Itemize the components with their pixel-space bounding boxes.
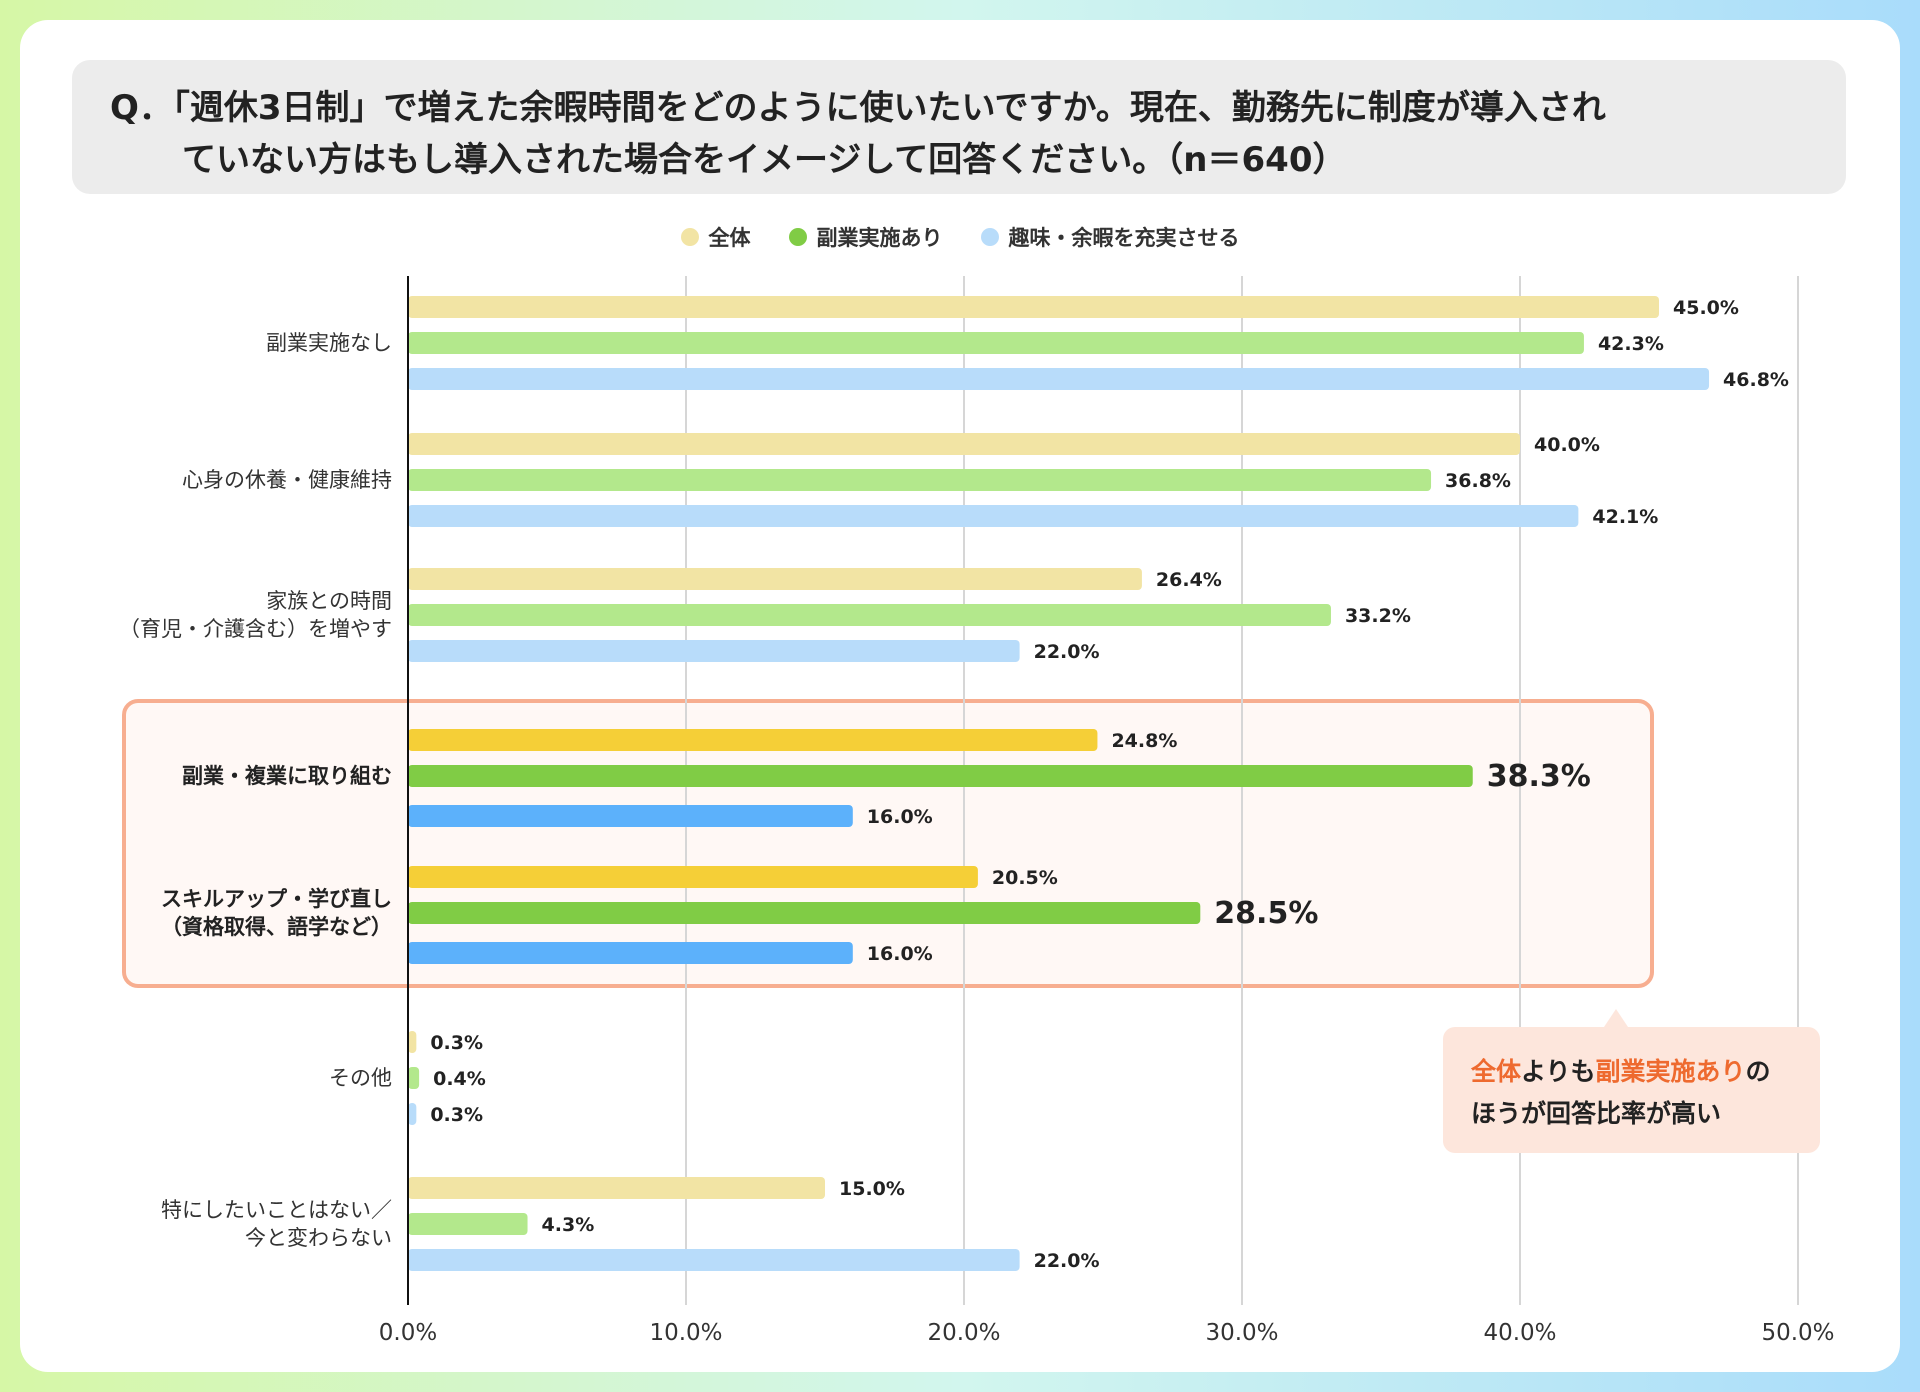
value-label: 4.3%	[542, 1214, 595, 1236]
question-line-1: Q．「週休3日制」で増えた余暇時間をどのように使いたいですか。現在、勤務先に制度…	[110, 88, 1606, 128]
bar	[408, 368, 1710, 390]
value-label: 40.0%	[1534, 434, 1600, 456]
bar	[408, 1249, 1020, 1271]
value-label: 16.0%	[867, 943, 933, 965]
bar	[408, 640, 1020, 662]
x-tick-label: 40.0%	[1483, 1320, 1556, 1346]
value-label: 22.0%	[1034, 641, 1100, 663]
question-line-2: ていない方はもし導入された場合をイメージして回答ください。（n＝640）	[182, 140, 1347, 180]
bar	[408, 505, 1579, 527]
category-label: （育児・介護含む）を増やす	[119, 617, 392, 641]
bar	[408, 296, 1659, 318]
callout-arrow	[1604, 1009, 1628, 1027]
category-label: 副業実施なし	[266, 331, 392, 355]
category-label: 今と変わらない	[245, 1226, 392, 1250]
bar	[408, 1213, 528, 1235]
bar	[408, 805, 853, 827]
callout-text-no: の	[1745, 1057, 1771, 1086]
legend-dot-all	[680, 228, 699, 246]
bar	[408, 729, 1098, 751]
value-label: 42.1%	[1592, 506, 1658, 528]
legend-item-hobby: 趣味・余暇を充実させる	[980, 222, 1240, 252]
value-label: 0.3%	[430, 1032, 483, 1054]
category-label: 特にしたいことはない／	[161, 1198, 392, 1222]
value-label: 20.5%	[992, 867, 1058, 889]
legend-label-all: 全体	[708, 226, 751, 250]
value-label: 0.4%	[433, 1068, 486, 1090]
value-label: 0.3%	[430, 1104, 483, 1126]
bar	[408, 902, 1201, 924]
x-tick-label: 20.0%	[927, 1320, 1000, 1346]
callout-line-1: 全体よりも副業実施ありの	[1471, 1051, 1792, 1093]
value-label: 16.0%	[867, 806, 933, 828]
callout-note: 全体よりも副業実施ありの ほうが回答比率が高い	[1443, 1027, 1820, 1153]
legend-dot-side-job	[788, 228, 807, 246]
legend: 全体 副業実施あり 趣味・余暇を充実させる	[0, 222, 1920, 252]
bar	[408, 1177, 825, 1199]
legend-label-side-job: 副業実施あり	[816, 226, 943, 250]
bar	[408, 604, 1331, 626]
category-label: 心身の休養・健康維持	[182, 468, 392, 492]
x-tick-label: 0.0%	[379, 1320, 437, 1346]
bar	[408, 866, 978, 888]
bar	[408, 332, 1584, 354]
bar	[408, 568, 1142, 590]
bar	[408, 1031, 417, 1053]
category-label: その他	[329, 1066, 392, 1090]
callout-highlight-all: 全体	[1471, 1057, 1522, 1086]
value-label: 26.4%	[1156, 569, 1222, 591]
callout-text-yorimo: よりも	[1521, 1057, 1596, 1086]
category-label: 家族との時間	[266, 589, 392, 613]
value-label: 45.0%	[1673, 297, 1739, 319]
category-label: （資格取得、語学など）	[161, 915, 392, 939]
bar	[408, 469, 1432, 491]
bar	[408, 433, 1520, 455]
value-label: 22.0%	[1034, 1250, 1100, 1272]
callout-highlight-side-job: 副業実施あり	[1595, 1057, 1746, 1086]
x-tick-label: 50.0%	[1761, 1320, 1834, 1346]
x-tick-label: 30.0%	[1205, 1320, 1278, 1346]
legend-item-all: 全体	[680, 222, 751, 252]
callout-line-2: ほうが回答比率が高い	[1471, 1099, 1722, 1128]
bar	[408, 1103, 417, 1125]
question-box: Q．「週休3日制」で増えた余暇時間をどのように使いたいですか。現在、勤務先に制度…	[72, 60, 1846, 194]
value-label: 36.8%	[1445, 470, 1511, 492]
value-label: 15.0%	[839, 1178, 905, 1200]
value-label: 46.8%	[1723, 369, 1789, 391]
bar	[408, 765, 1473, 787]
value-label: 42.3%	[1598, 333, 1664, 355]
category-label: 副業・複業に取り組む	[182, 764, 392, 788]
value-label: 28.5%	[1214, 896, 1318, 931]
value-label: 33.2%	[1345, 605, 1411, 627]
value-label: 38.3%	[1487, 759, 1591, 794]
legend-dot-hobby	[980, 228, 999, 246]
category-label: スキルアップ・学び直し	[161, 887, 392, 911]
legend-item-side-job: 副業実施あり	[788, 222, 943, 252]
bar	[408, 942, 853, 964]
legend-label-hobby: 趣味・余暇を充実させる	[1008, 226, 1240, 250]
x-tick-label: 10.0%	[649, 1320, 722, 1346]
value-label: 24.8%	[1111, 730, 1177, 752]
bar	[408, 1067, 420, 1089]
